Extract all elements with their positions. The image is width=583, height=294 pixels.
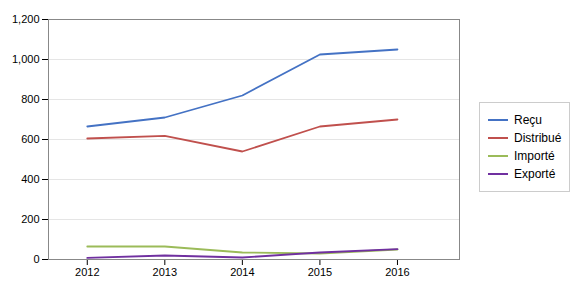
html-text:Reçu: Reçu	[514, 113, 542, 127]
svg-text:1,200: 1,200	[12, 13, 40, 25]
svg-text:2016: 2016	[385, 266, 409, 278]
svg-text:2014: 2014	[230, 266, 254, 278]
svg-text:2013: 2013	[153, 266, 177, 278]
svg-text:2012: 2012	[75, 266, 99, 278]
svg-text:2015: 2015	[308, 266, 332, 278]
svg-text:0: 0	[33, 253, 39, 265]
html-text:Distribué: Distribué	[514, 131, 562, 145]
html-text:Importé: Importé	[514, 149, 555, 163]
html-text:Exporté: Exporté	[514, 167, 556, 181]
svg-text:600: 600	[21, 133, 39, 145]
svg-text:200: 200	[21, 213, 39, 225]
svg-text:800: 800	[21, 93, 39, 105]
svg-text:1,000: 1,000	[12, 53, 40, 65]
svg-text:400: 400	[21, 173, 39, 185]
